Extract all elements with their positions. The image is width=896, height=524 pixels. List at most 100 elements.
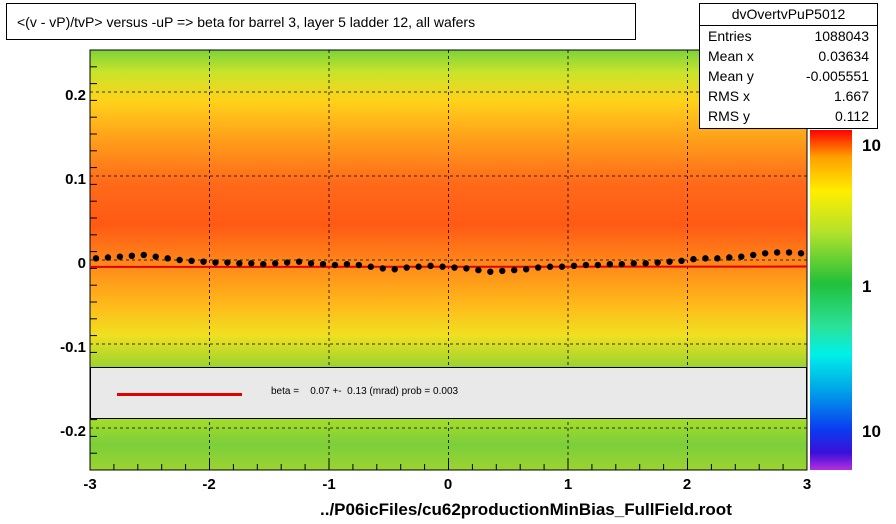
profile-point [307,260,315,267]
stats-label: RMS x [708,88,750,104]
profile-point [236,260,243,267]
profile-point [678,257,685,265]
profile-point [212,259,219,266]
stats-label: Mean x [708,48,754,64]
x-axis-label: ../P06icFiles/cu62productionMinBias_Full… [320,500,732,519]
stats-row-mean-x: Mean x 0.03634 [700,46,877,66]
stats-row-rms-x: RMS x 1.667 [700,86,877,106]
profile-point [642,260,649,267]
stats-value: -0.005551 [805,68,869,84]
profile-point [260,261,267,268]
x-tick-label: 0 [443,476,453,493]
profile-point [295,258,303,265]
profile-point [164,255,171,262]
profile-point [785,249,793,256]
profile-point [738,253,745,260]
profile-point [451,264,458,271]
stats-value: 0.03634 [818,48,869,64]
z-tick-label: 1 [862,277,872,296]
x-tick-label: 2 [682,476,692,493]
profile-point [558,263,566,270]
stats-value: 1088043 [814,28,869,44]
profile-point [272,260,279,267]
profile-point [379,265,386,272]
profile-point [224,259,231,266]
stats-value: 1.667 [833,88,869,104]
stats-label: Entries [708,28,752,44]
color-scale [810,130,852,470]
stats-label: Mean y [708,68,754,84]
profile-point [750,251,757,259]
profile-point [570,262,578,270]
profile-point [714,255,721,262]
profile-points [92,249,805,275]
profile-point [367,263,375,270]
profile-point [439,263,446,270]
profile-point [511,266,518,274]
profile-point [606,261,614,268]
profile-point [128,252,136,259]
y-tick-label: -0.2 [60,423,86,440]
stats-value: 0.112 [835,108,869,124]
x-tick-label: 1 [563,476,573,493]
z-tick-label: 10 [862,136,881,155]
profile-point [200,258,207,265]
x-tick-label: -1 [322,476,336,493]
profile-point [415,263,422,270]
profile-point [594,261,602,269]
profile-point [702,255,709,262]
x-tick-label: -3 [83,476,97,493]
y-tick-label: 0.1 [65,171,86,188]
fit-legend-line [117,393,242,396]
profile-point [534,264,542,271]
fit-legend: beta = 0.07 +- 0.13 (mrad) prob = 0.003 [90,367,807,419]
stats-row-mean-y: Mean y -0.005551 [700,66,877,86]
profile-point [463,265,470,272]
profile-point [403,264,410,271]
profile-point [522,266,530,273]
y-tick-label: -0.1 [60,339,86,356]
profile-point [152,253,159,260]
stats-row-rms-y: RMS y 0.112 [700,106,877,126]
profile-point [726,254,733,261]
profile-point [690,255,697,263]
profile-point [104,254,112,261]
profile-point [499,267,506,275]
fit-legend-text: beta = 0.07 +- 0.13 (mrad) prob = 0.003 [271,386,459,397]
profile-point [176,256,183,264]
profile-point [92,255,100,262]
profile-point [319,261,327,268]
y-tick-label: 0 [77,255,86,272]
profile-point [582,261,590,269]
profile-point [355,261,363,269]
profile-point [773,249,781,256]
profile-point [188,257,195,265]
profile-point [630,260,637,267]
profile-point [116,253,124,260]
profile-point [391,266,398,273]
x-tick-label: 3 [802,476,812,493]
profile-point [140,251,147,259]
stats-name: dvOvertvPuP5012 [700,4,877,26]
profile-point [654,259,661,266]
x-tick-label: -2 [202,476,216,493]
profile-point [761,250,769,257]
stats-label: RMS y [708,108,750,124]
profile-point [248,260,255,267]
profile-point [797,250,805,257]
profile-point [546,263,554,270]
profile-point [618,261,625,268]
profile-point [487,268,494,275]
stats-row-entries: Entries 1088043 [700,26,877,46]
z-tick-label: 10 [862,422,881,441]
stats-box: dvOvertvPuP5012 Entries 1088043 Mean x 0… [699,3,878,129]
y-tick-label: 0.2 [65,87,86,104]
profile-point [331,261,339,269]
profile-point [666,258,673,265]
chart-title: <(v - vP)/tvP> versus -uP => beta for ba… [6,3,636,40]
profile-point [427,262,434,270]
profile-point [475,266,482,274]
profile-point [283,259,291,266]
profile-point [343,261,351,268]
